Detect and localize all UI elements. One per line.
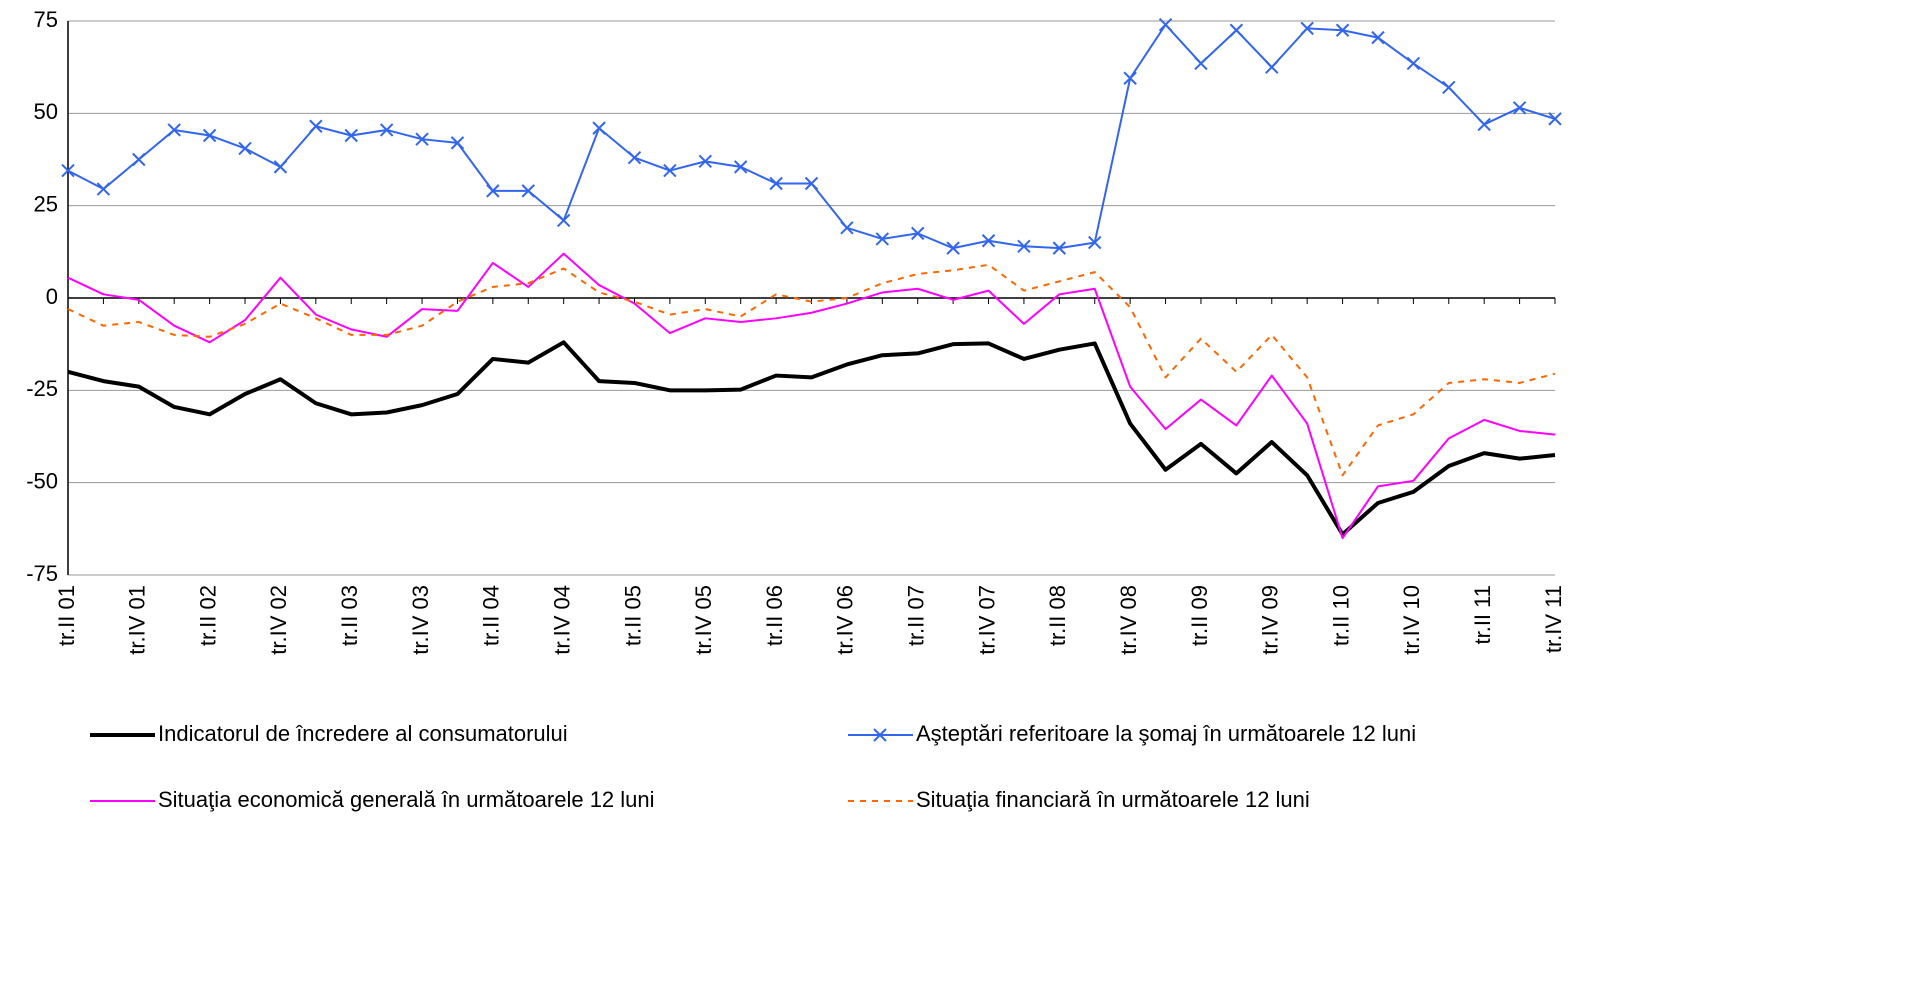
legend-label: Situaţia financiară în următoarele 12 lu… xyxy=(916,787,1310,812)
x-tick-label: tr.II 11 xyxy=(1470,585,1495,645)
marker xyxy=(1442,80,1456,95)
marker xyxy=(1371,30,1385,45)
series-line xyxy=(67,263,1556,477)
marker xyxy=(202,128,217,143)
y-tick-label: 25 xyxy=(34,191,58,216)
marker xyxy=(1300,21,1314,36)
marker xyxy=(663,163,677,178)
marker xyxy=(521,184,535,198)
marker xyxy=(61,163,75,178)
x-tick-label: tr.II 03 xyxy=(337,585,362,646)
x-tick-label: tr.II 05 xyxy=(620,585,645,646)
marker xyxy=(592,121,606,135)
x-tick-label: tr.IV 09 xyxy=(1258,585,1283,655)
marker xyxy=(981,234,996,248)
y-tick-label: -75 xyxy=(26,561,58,586)
marker xyxy=(1088,235,1102,250)
x-tick-label: tr.IV 02 xyxy=(266,585,291,655)
x-tick-label: tr.IV 05 xyxy=(691,585,716,655)
x-tick-label: tr.IV 06 xyxy=(833,585,858,655)
series-line xyxy=(67,252,1556,540)
x-tick-label: tr.IV 11 xyxy=(1541,585,1566,653)
marker xyxy=(1052,241,1067,255)
marker xyxy=(1406,56,1421,71)
y-tick-label: -50 xyxy=(26,468,58,493)
x-tick-label: tr.II 08 xyxy=(1045,585,1070,646)
marker xyxy=(132,152,146,167)
marker xyxy=(415,132,429,146)
marker xyxy=(1229,23,1244,37)
marker xyxy=(769,176,783,191)
x-tick-label: tr.IV 01 xyxy=(125,585,150,655)
x-tick-label: tr.II 06 xyxy=(762,585,787,646)
marker xyxy=(273,160,288,174)
marker xyxy=(1123,71,1137,85)
x-tick-label: tr.II 04 xyxy=(479,585,504,646)
y-tick-label: 50 xyxy=(34,99,58,124)
legend-label: Indicatorul de încredere al consumatorul… xyxy=(158,721,568,746)
marker xyxy=(1158,17,1173,32)
x-tick-label: tr.II 02 xyxy=(195,585,220,646)
marker xyxy=(627,150,642,165)
marker xyxy=(804,176,819,191)
marker xyxy=(911,226,925,241)
marker xyxy=(1548,112,1562,126)
marker xyxy=(840,221,854,235)
marker xyxy=(946,241,960,255)
marker xyxy=(450,136,465,150)
x-tick-label: tr.IV 10 xyxy=(1399,585,1424,655)
x-tick-label: tr.IV 07 xyxy=(974,585,999,655)
y-tick-label: 0 xyxy=(46,284,58,309)
marker xyxy=(344,128,358,143)
marker xyxy=(1265,60,1279,74)
marker xyxy=(1512,101,1527,115)
y-tick-label: -25 xyxy=(26,376,58,401)
legend-label: Situaţia economică generală în următoare… xyxy=(158,787,655,812)
marker xyxy=(875,232,890,246)
series-line xyxy=(67,340,1556,537)
marker xyxy=(486,184,500,198)
marker xyxy=(698,154,712,169)
x-tick-label: tr.IV 08 xyxy=(1116,585,1141,655)
marker xyxy=(1017,239,1031,254)
marker xyxy=(556,213,571,228)
marker xyxy=(379,123,394,137)
legend-label: Aşteptări referitoare la şomaj în următo… xyxy=(916,721,1416,746)
x-tick-label: tr.II 01 xyxy=(54,585,79,646)
marker xyxy=(1477,117,1491,132)
marker xyxy=(167,123,181,137)
legend-marker xyxy=(873,728,887,742)
y-tick-label: 75 xyxy=(34,7,58,32)
x-tick-label: tr.IV 04 xyxy=(549,585,574,655)
series-line xyxy=(67,23,1556,250)
marker xyxy=(238,141,252,156)
marker xyxy=(733,160,748,174)
marker xyxy=(1194,56,1208,71)
x-tick-label: tr.II 09 xyxy=(1187,585,1212,646)
marker xyxy=(309,119,323,133)
x-tick-label: tr.IV 03 xyxy=(408,585,433,655)
x-tick-label: tr.II 07 xyxy=(904,585,929,646)
x-tick-label: tr.II 10 xyxy=(1328,585,1353,646)
marker xyxy=(96,182,111,196)
marker xyxy=(1335,23,1350,37)
